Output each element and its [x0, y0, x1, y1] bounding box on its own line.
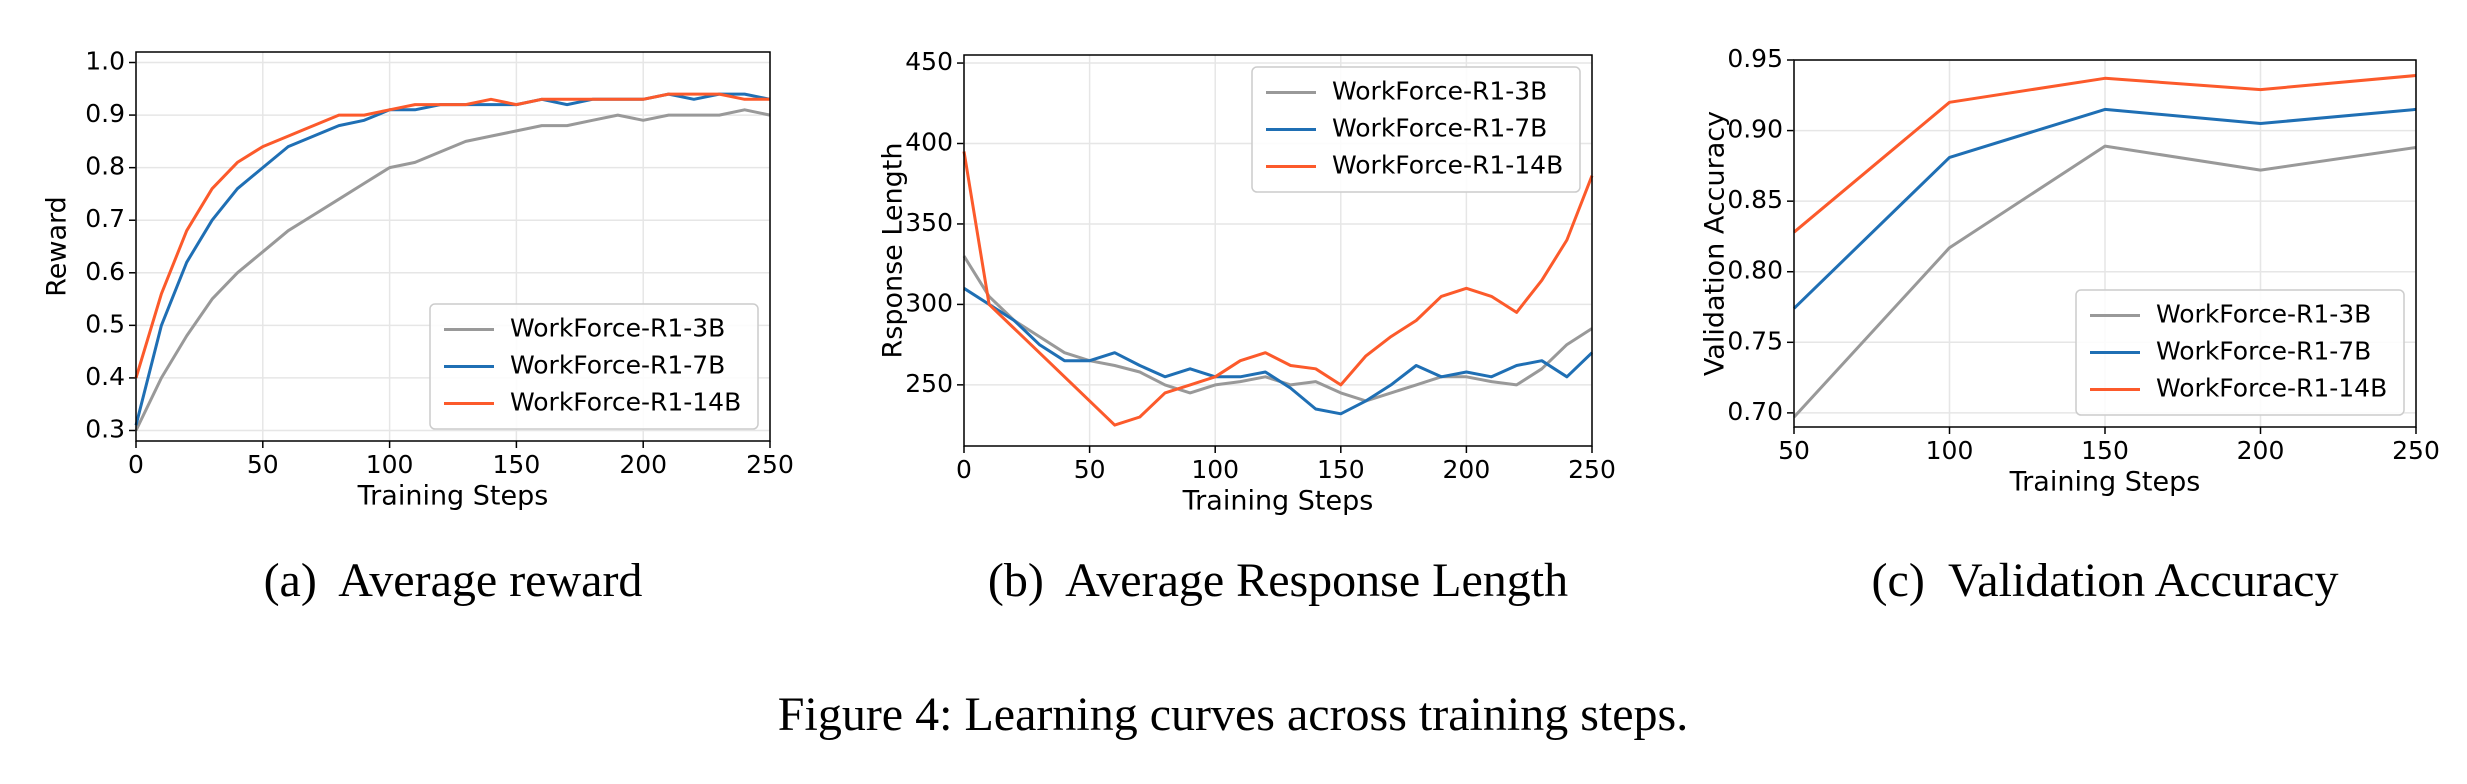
x-axis-label: Training Steps: [357, 481, 549, 512]
legend-label: WorkForce-R1-3B: [1332, 77, 1547, 106]
legend-box: [1251, 66, 1581, 193]
x-tick-label: 250: [2392, 436, 2440, 465]
x-tick-label: 50: [1778, 436, 1810, 465]
y-axis-label: Validation Accuracy: [1700, 111, 1731, 376]
y-tick-label: 350: [905, 208, 953, 237]
x-axis-label: Training Steps: [2009, 467, 2201, 498]
y-tick-label: 250: [905, 369, 953, 398]
legend-label: WorkForce-R1-3B: [510, 314, 725, 343]
y-tick-label: 0.4: [85, 362, 125, 391]
legend-label: WorkForce-R1-3B: [2156, 300, 2371, 329]
x-tick-label: 250: [1568, 455, 1616, 484]
line: [963, 287, 1594, 416]
legend-label: WorkForce-R1-7B: [2156, 337, 2371, 366]
x-tick-label: 50: [1074, 455, 1106, 484]
line: [134, 108, 771, 432]
y-tick-label: 0.8: [85, 152, 125, 181]
subplot-caption: (a) Average reward: [264, 554, 643, 607]
x-tick-label: 150: [1317, 455, 1365, 484]
y-tick-label: 1.0: [85, 47, 125, 76]
x-tick-label: 0: [128, 450, 144, 479]
legend-label: WorkForce-R1-14B: [510, 388, 741, 417]
legend-box: [2075, 289, 2405, 416]
figure-caption: Figure 4: Learning curves across trainin…: [778, 688, 1688, 741]
y-tick-label: 300: [905, 288, 953, 317]
plot-frame: [1793, 59, 2417, 428]
plot-frame: [135, 51, 771, 442]
line: [134, 92, 770, 379]
line: [1793, 74, 2417, 234]
y-tick-label: 0.5: [85, 309, 125, 338]
line: [962, 151, 1594, 427]
x-tick-label: 150: [493, 450, 541, 479]
x-tick-label: 50: [247, 450, 279, 479]
x-tick-label: 200: [2237, 436, 2285, 465]
y-tick-label: 0.6: [85, 257, 125, 286]
x-tick-label: 100: [366, 450, 414, 479]
y-tick-label: 0.9: [85, 99, 125, 128]
x-tick-label: 250: [746, 450, 794, 479]
y-tick-label: 0.85: [1727, 185, 1783, 214]
legend-box: [429, 303, 759, 430]
subplot-caption: (c) Validation Accuracy: [1872, 554, 2339, 607]
legend-label: WorkForce-R1-7B: [1332, 114, 1547, 143]
y-axis-label: Reward: [42, 196, 73, 297]
x-tick-label: 100: [1191, 455, 1239, 484]
x-tick-label: 200: [619, 450, 667, 479]
y-tick-label: 0.90: [1727, 115, 1783, 144]
y-tick-label: 400: [905, 127, 953, 156]
legend-label: WorkForce-R1-14B: [1332, 151, 1563, 180]
y-tick-label: 0.70: [1727, 397, 1783, 426]
line: [1792, 144, 2417, 419]
legend-label: WorkForce-R1-7B: [510, 351, 725, 380]
x-tick-label: 100: [1926, 436, 1974, 465]
y-tick-label: 0.3: [85, 414, 125, 443]
y-axis-label: Rsponse Length: [878, 143, 909, 359]
y-tick-label: 450: [905, 47, 953, 76]
legend-label: WorkForce-R1-14B: [2156, 374, 2387, 403]
y-tick-label: 0.75: [1727, 326, 1783, 355]
subplot-caption: (b) Average Response Length: [988, 554, 1568, 607]
x-axis-label: Training Steps: [1182, 486, 1374, 517]
plot-frame: [963, 54, 1593, 447]
y-tick-label: 0.95: [1727, 44, 1783, 73]
x-tick-label: 200: [1443, 455, 1491, 484]
line: [1792, 107, 2417, 310]
x-tick-label: 150: [2081, 436, 2129, 465]
x-tick-label: 0: [956, 455, 972, 484]
y-tick-label: 0.7: [85, 204, 125, 233]
y-tick-label: 0.80: [1727, 256, 1783, 285]
